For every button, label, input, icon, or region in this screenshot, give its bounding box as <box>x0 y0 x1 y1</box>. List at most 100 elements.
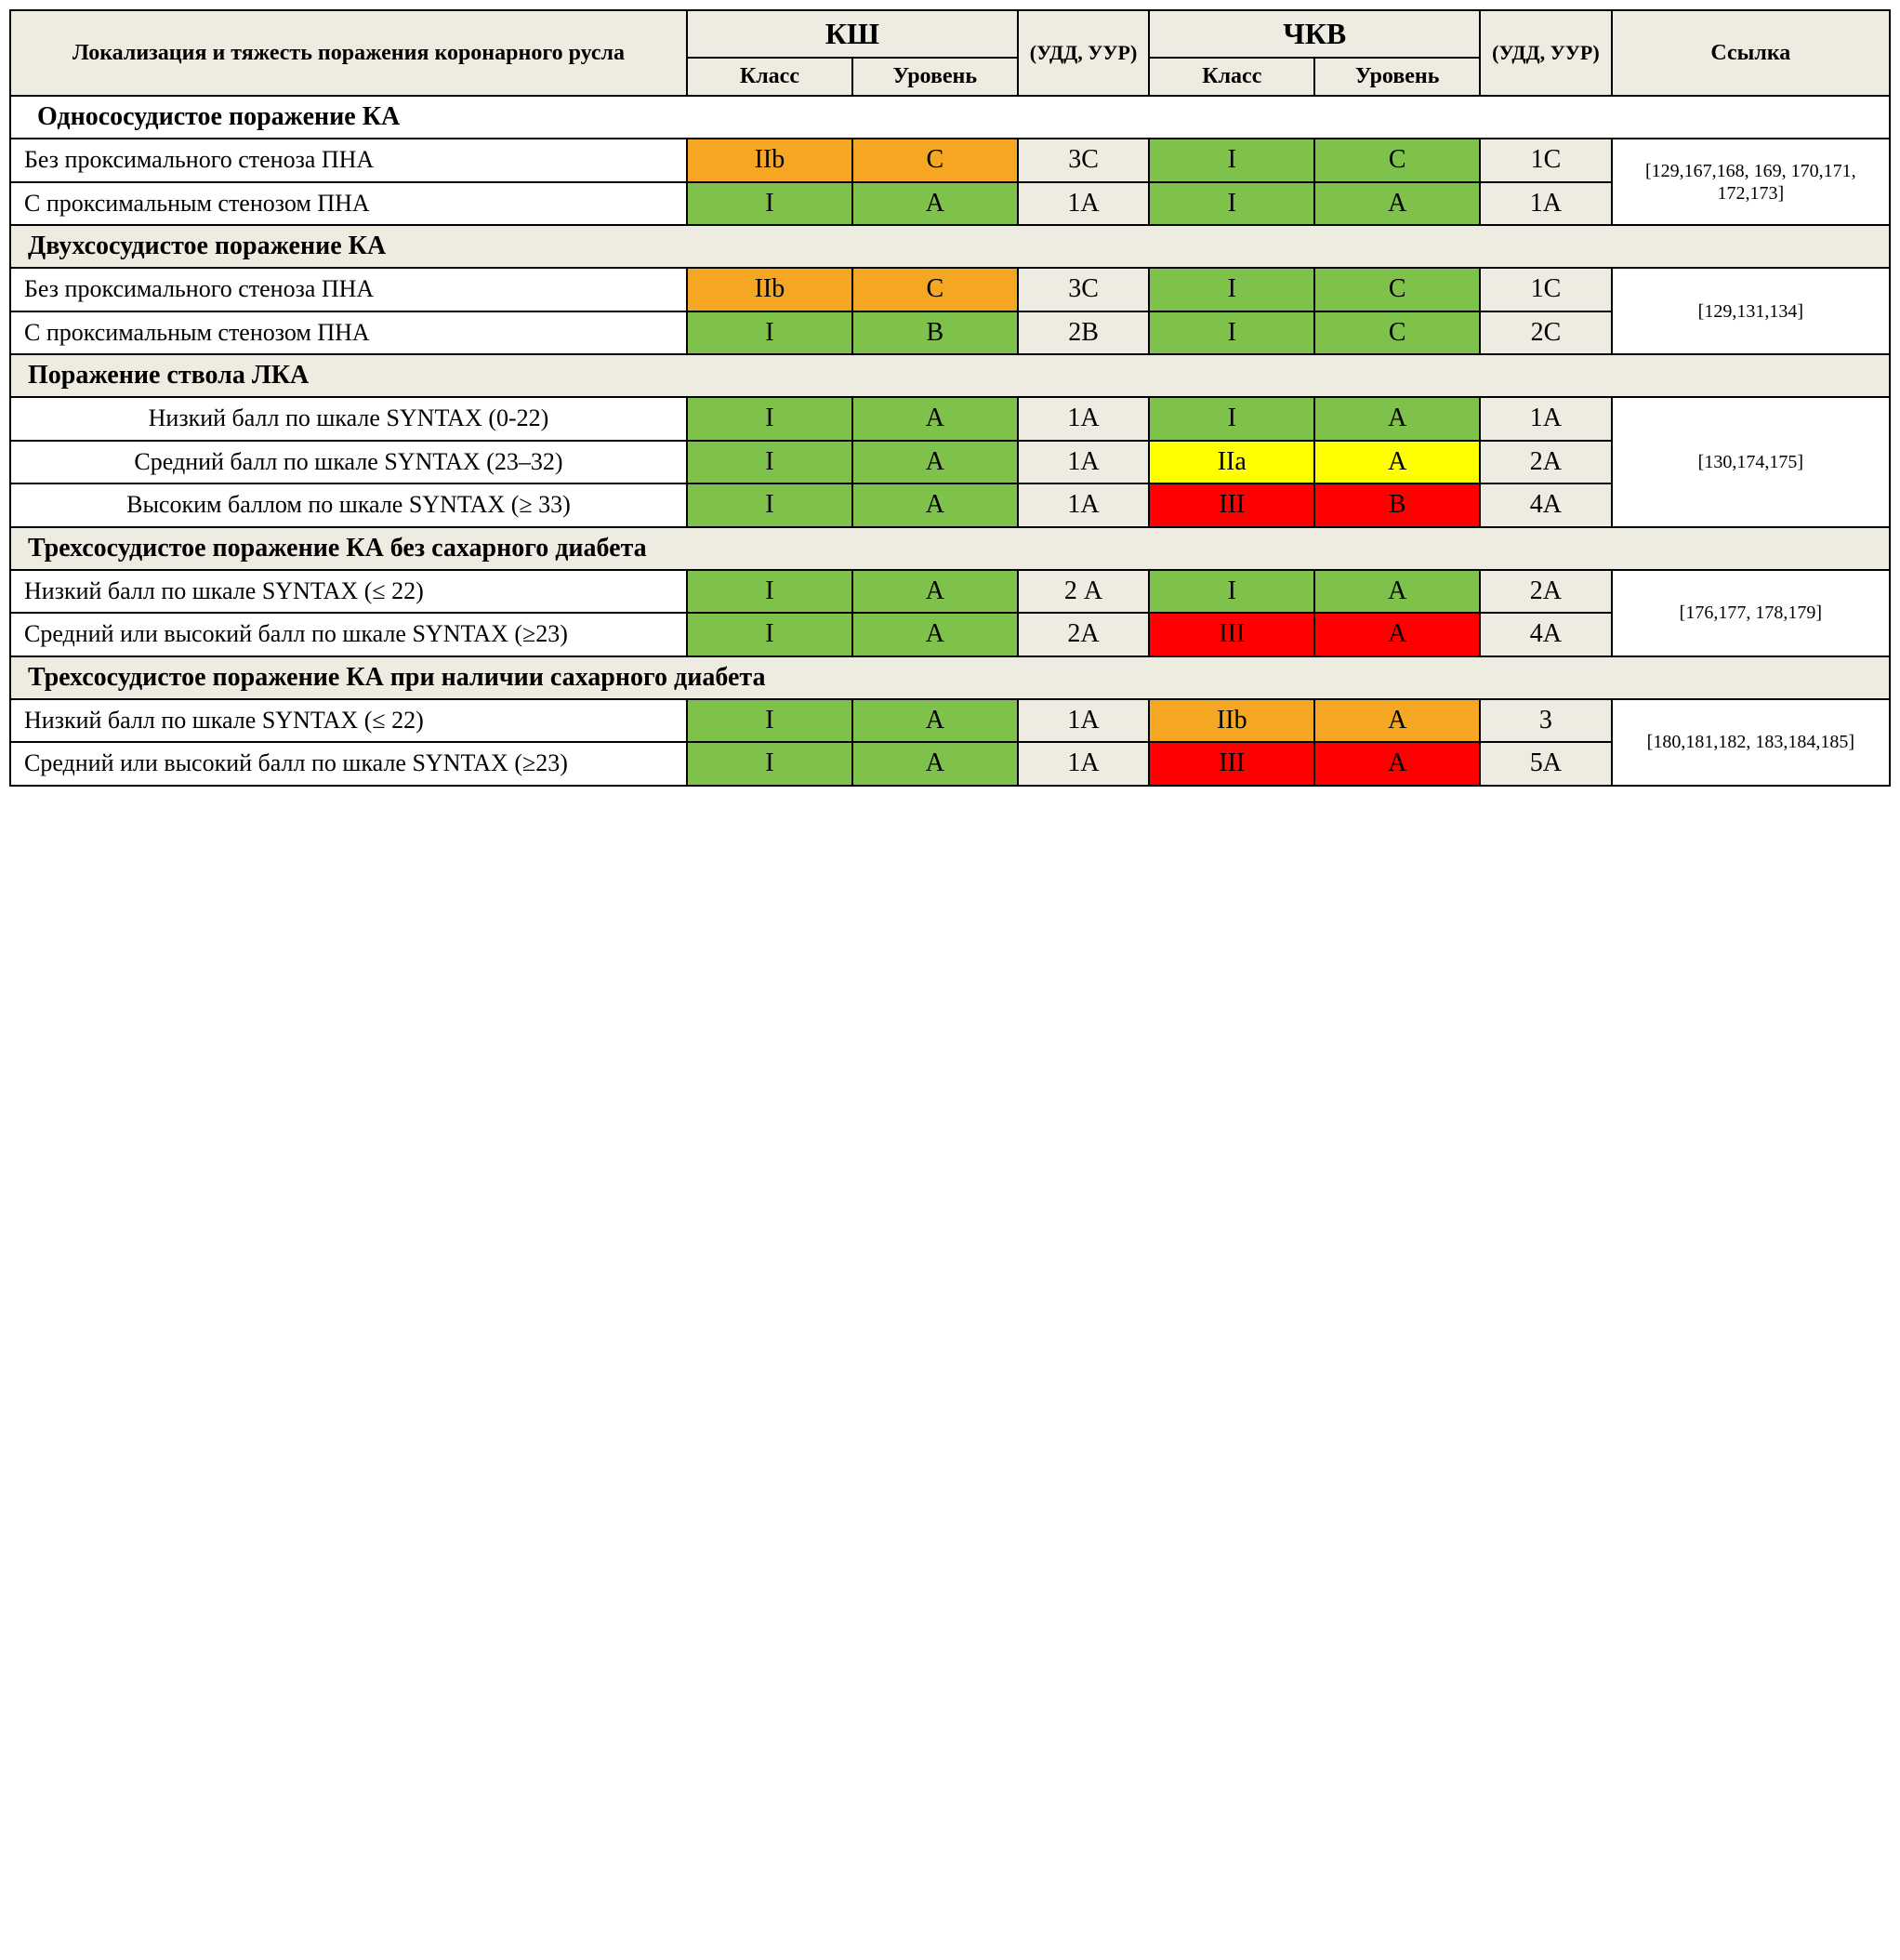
chkv-class: I <box>1149 570 1314 614</box>
section-title: Поражение ствола ЛКА <box>10 354 1890 397</box>
ksh-level: A <box>852 613 1018 656</box>
table-row: Без проксимального стеноза ПНАIIbC3СIC1С… <box>10 139 1890 182</box>
table-row: С проксимальным стенозом ПНАIB2ВIC2С <box>10 311 1890 355</box>
table-body: Однососудистое поражение КАБез проксимал… <box>10 96 1890 786</box>
hdr-chkv-class: Класс <box>1149 58 1314 96</box>
chkv-class: III <box>1149 742 1314 786</box>
udd-ksh: 1А <box>1018 397 1150 441</box>
hdr-chkv: ЧКВ <box>1149 10 1480 58</box>
udd-chkv: 2С <box>1480 311 1612 355</box>
chkv-level: A <box>1314 570 1480 614</box>
ksh-class: I <box>687 397 852 441</box>
udd-ksh: 2А <box>1018 613 1150 656</box>
udd-ksh: 1А <box>1018 441 1150 484</box>
chkv-level: A <box>1314 441 1480 484</box>
section-title: Трехсосудистое поражение КА без сахарног… <box>10 527 1890 570</box>
table-row: Без проксимального стеноза ПНАIIbC3СIC1С… <box>10 268 1890 311</box>
ksh-class: I <box>687 742 852 786</box>
chkv-class: I <box>1149 182 1314 226</box>
ksh-level: A <box>852 699 1018 743</box>
ksh-level: B <box>852 311 1018 355</box>
recommendation-table: Локализация и тяжесть поражения коронарн… <box>9 9 1891 787</box>
ksh-class: IIb <box>687 139 852 182</box>
hdr-ref: Ссылка <box>1612 10 1890 96</box>
udd-chkv: 5А <box>1480 742 1612 786</box>
chkv-level: C <box>1314 139 1480 182</box>
ksh-level: A <box>852 483 1018 527</box>
ksh-class: I <box>687 613 852 656</box>
chkv-class: I <box>1149 268 1314 311</box>
udd-chkv: 3 <box>1480 699 1612 743</box>
chkv-class: I <box>1149 311 1314 355</box>
udd-ksh: 1А <box>1018 699 1150 743</box>
table-row: Низкий балл по шкале SYNTAX (0-22)IA1АIA… <box>10 397 1890 441</box>
udd-chkv: 1А <box>1480 182 1612 226</box>
row-label: Средний или высокий балл по шкале SYNTAX… <box>10 742 687 786</box>
hdr-chkv-level: Уровень <box>1314 58 1480 96</box>
chkv-level: A <box>1314 699 1480 743</box>
table-row: Высоким баллом по шкале SYNTAX (≥ 33)IA1… <box>10 483 1890 527</box>
udd-ksh: 3С <box>1018 268 1150 311</box>
ksh-class: I <box>687 182 852 226</box>
chkv-class: III <box>1149 613 1314 656</box>
table-row: С проксимальным стенозом ПНАIA1АIA1А <box>10 182 1890 226</box>
hdr-ksh: КШ <box>687 10 1018 58</box>
table-row: Средний или высокий балл по шкале SYNTAX… <box>10 742 1890 786</box>
ksh-class: I <box>687 311 852 355</box>
section-title: Двухсосудистое поражение КА <box>10 225 1890 268</box>
chkv-level: A <box>1314 397 1480 441</box>
chkv-level: A <box>1314 182 1480 226</box>
ksh-level: C <box>852 268 1018 311</box>
reference-cell: [130,174,175] <box>1612 397 1890 527</box>
udd-ksh: 2 А <box>1018 570 1150 614</box>
udd-chkv: 1А <box>1480 397 1612 441</box>
ksh-level: A <box>852 570 1018 614</box>
row-label: Низкий балл по шкале SYNTAX (≤ 22) <box>10 699 687 743</box>
ksh-class: I <box>687 570 852 614</box>
chkv-class: I <box>1149 397 1314 441</box>
ksh-class: I <box>687 483 852 527</box>
udd-chkv: 1С <box>1480 139 1612 182</box>
row-label: Без проксимального стеноза ПНА <box>10 268 687 311</box>
chkv-level: A <box>1314 613 1480 656</box>
chkv-class: IIa <box>1149 441 1314 484</box>
udd-chkv: 4А <box>1480 613 1612 656</box>
reference-cell: [176,177, 178,179] <box>1612 570 1890 656</box>
ksh-class: I <box>687 699 852 743</box>
section-title: Трехсосудистое поражение КА при наличии … <box>10 656 1890 699</box>
section-title: Однососудистое поражение КА <box>10 96 1890 139</box>
udd-ksh: 1А <box>1018 483 1150 527</box>
table-row: Средний балл по шкале SYNTAX (23–32)IA1А… <box>10 441 1890 484</box>
row-label: Высоким баллом по шкале SYNTAX (≥ 33) <box>10 483 687 527</box>
udd-chkv: 2А <box>1480 441 1612 484</box>
row-label: С проксимальным стенозом ПНА <box>10 182 687 226</box>
chkv-level: B <box>1314 483 1480 527</box>
table-header: Локализация и тяжесть поражения коронарн… <box>10 10 1890 96</box>
udd-chkv: 4А <box>1480 483 1612 527</box>
hdr-ksh-class: Класс <box>687 58 852 96</box>
ksh-class: IIb <box>687 268 852 311</box>
ksh-level: C <box>852 139 1018 182</box>
udd-ksh: 1А <box>1018 742 1150 786</box>
reference-cell: [129,131,134] <box>1612 268 1890 354</box>
row-label: Низкий балл по шкале SYNTAX (0-22) <box>10 397 687 441</box>
chkv-level: A <box>1314 742 1480 786</box>
row-label: Средний или высокий балл по шкале SYNTAX… <box>10 613 687 656</box>
hdr-udd1: (УДД, УУР) <box>1018 10 1150 96</box>
hdr-ksh-level: Уровень <box>852 58 1018 96</box>
ksh-class: I <box>687 441 852 484</box>
chkv-class: IIb <box>1149 699 1314 743</box>
udd-ksh: 2В <box>1018 311 1150 355</box>
row-label: Низкий балл по шкале SYNTAX (≤ 22) <box>10 570 687 614</box>
ksh-level: A <box>852 441 1018 484</box>
udd-chkv: 2А <box>1480 570 1612 614</box>
udd-chkv: 1С <box>1480 268 1612 311</box>
udd-ksh: 3С <box>1018 139 1150 182</box>
chkv-class: III <box>1149 483 1314 527</box>
table-row: Средний или высокий балл по шкале SYNTAX… <box>10 613 1890 656</box>
chkv-level: C <box>1314 268 1480 311</box>
hdr-label: Локализация и тяжесть поражения коронарн… <box>10 10 687 96</box>
row-label: Без проксимального стеноза ПНА <box>10 139 687 182</box>
ksh-level: A <box>852 182 1018 226</box>
ksh-level: A <box>852 397 1018 441</box>
